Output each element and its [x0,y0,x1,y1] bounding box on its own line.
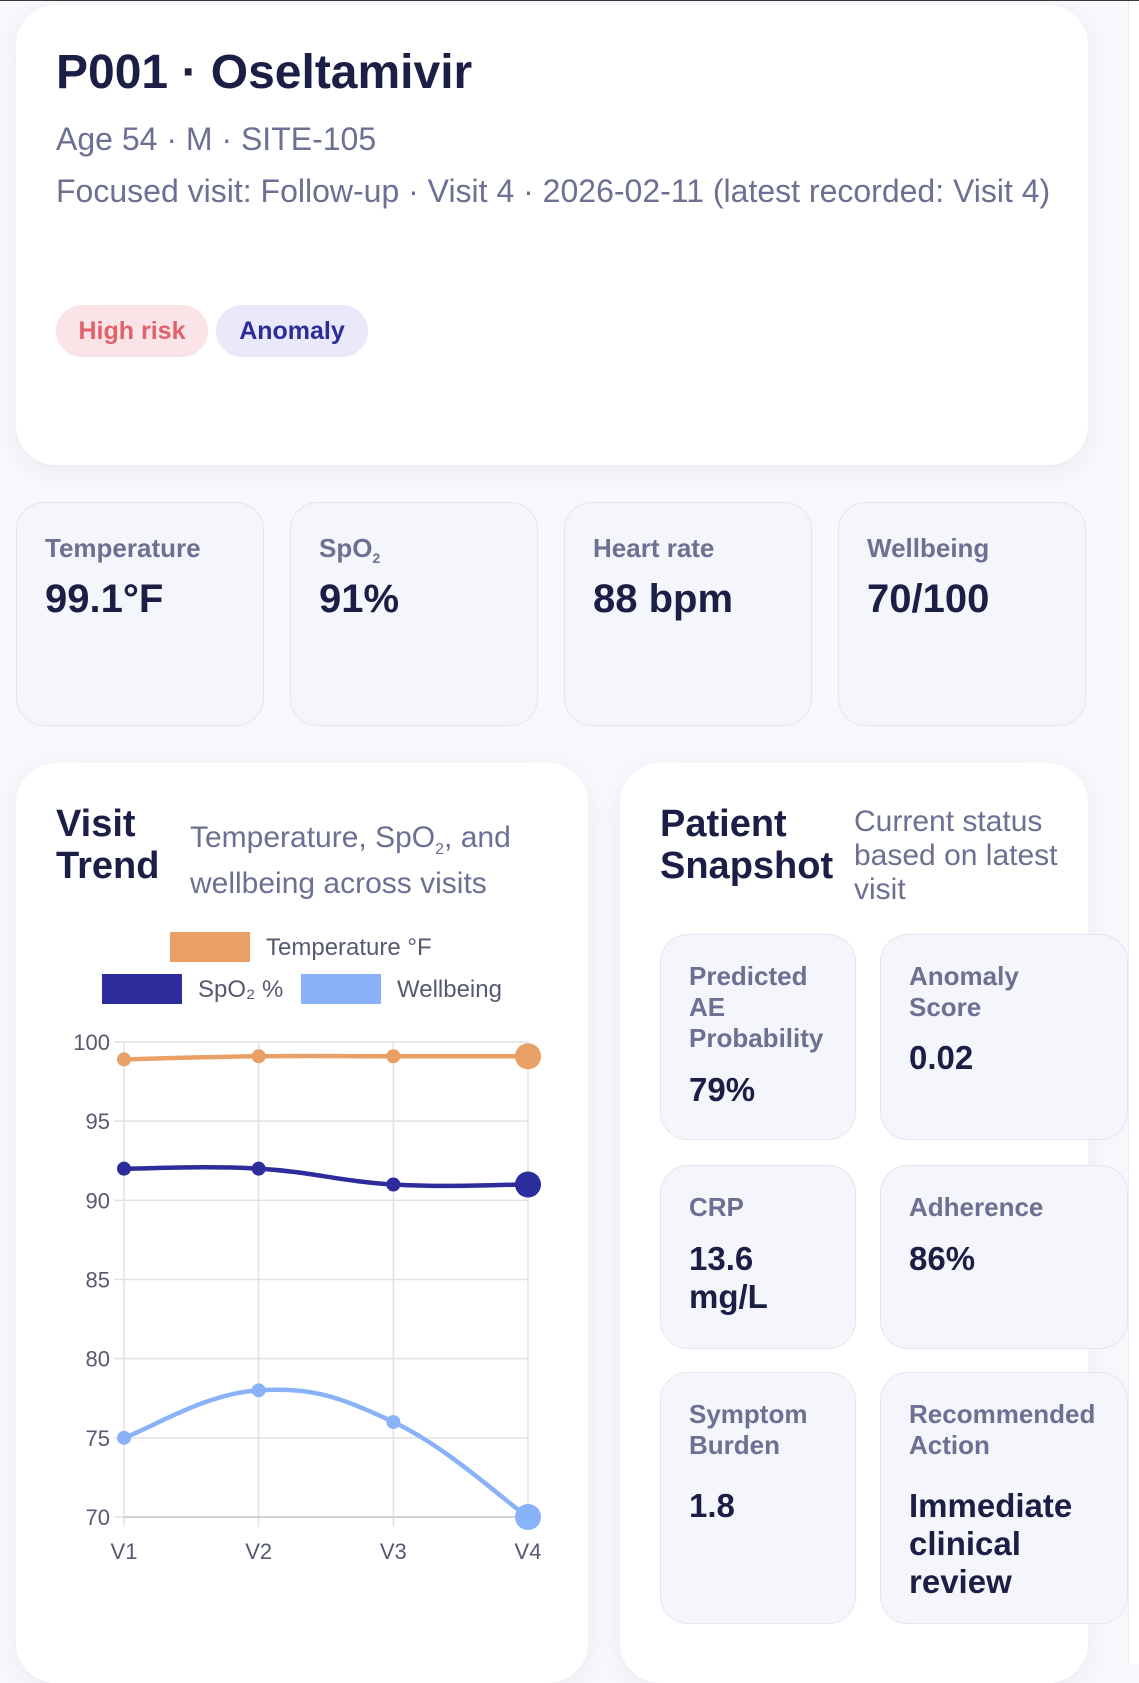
y-tick-label: 75 [86,1426,110,1451]
y-tick-label: 80 [86,1347,110,1372]
anomaly-score-tile: Anomaly Score 0.02 [880,934,1128,1140]
x-tick-label: V2 [245,1539,272,1564]
spo2-legend-swatch [102,974,182,1004]
adherence-tile: Adherence 86% [880,1165,1128,1349]
subtitle-part2: , and wellbeing across visits [190,821,511,900]
wellbeing-stat-card: Wellbeing 70/100 [838,502,1086,726]
tile-label: CRP [689,1192,744,1222]
tile-label: Symptom Burden [689,1399,808,1460]
patient-demographics: Age 54 · M · SITE-105 [56,121,377,157]
temperature-data-point [515,1043,541,1070]
wellbeing-data-point [251,1383,266,1398]
subtitle-subscript: 2 [435,841,445,858]
ae-probability-tile: Predicted AE Probability 79% [660,934,856,1140]
stat-value: 91% [319,577,400,621]
tile-value: Immediate clinical review [909,1487,1073,1600]
visit-trend-card: Visit Trend Temperature, SpO2, and wellb… [16,763,588,1683]
spo2-series-line [121,1165,531,1189]
tile-value: 1.8 [689,1487,735,1524]
stat-value: 70/100 [867,577,990,621]
temperature-stat-card: Temperature 99.1°F [16,502,264,726]
spo2-data-point [515,1171,541,1198]
recommended-action-tile: Recommended Action Immediate clinical re… [880,1372,1128,1624]
patient-header-card: P001 · Oseltamivir Age 54 · M · SITE-105… [16,5,1088,465]
spo2-stat-card: SpO2 91% [290,502,538,726]
stat-value: 88 bpm [593,577,734,621]
stat-label-base: SpO [319,533,373,563]
wellbeing-legend-swatch [301,974,381,1004]
spo2-data-point [251,1161,266,1176]
wellbeing-legend-label: Wellbeing [397,976,502,1003]
page-title: P001 · Oseltamivir [56,46,473,99]
temperature-data-point [386,1049,401,1064]
y-tick-label: 70 [86,1505,110,1530]
wellbeing-series-line [121,1387,531,1520]
stat-label-subscript: 2 [372,550,381,567]
tile-label: Recommended Action [909,1399,1096,1460]
subtitle-part1: Temperature, SpO [190,821,436,854]
patient-snapshot-subtitle: Current status based on latest visit [854,805,1058,906]
tile-value: 0.02 [909,1039,974,1076]
stat-label: Wellbeing [867,533,990,563]
tile-value: 86% [909,1240,976,1277]
tile-label: Anomaly Score [909,961,1019,1022]
spo2-legend-label: SpO₂ % [198,976,283,1003]
visit-trend-chart[interactable]: 70 75 80 85 90 95 100 V1 V2 V3 V4 Temperature °F SpO… [16,763,588,1663]
x-tick-label: V1 [111,1539,138,1564]
visit-trend-subtitle: Temperature, SpO2, and wellbeing across … [190,821,550,901]
x-tick-label: V3 [380,1539,407,1564]
y-tick-label: 100 [73,1030,110,1055]
spo2-data-point [386,1177,401,1192]
stat-label: SpO2 [319,533,380,566]
temperature-series-line [121,1053,531,1062]
tile-value: 79% [689,1071,756,1108]
temperature-data-point [251,1049,266,1064]
temperature-legend-swatch [170,932,250,962]
tile-value: 13.6 mg/L [689,1240,768,1315]
x-tick-label: V4 [515,1539,542,1564]
y-tick-label: 95 [86,1109,110,1134]
tile-label: Predicted AE Probability [689,961,824,1053]
crp-tile: CRP 13.6 mg/L [660,1165,856,1349]
y-tick-label: 90 [86,1188,110,1213]
visit-trend-title: Visit Trend [56,803,160,887]
temperature-legend-label: Temperature °F [266,934,432,961]
wellbeing-data-point [117,1430,131,1445]
focused-visit-info: Focused visit: Follow-up · Visit 4 · 202… [56,173,1051,209]
stat-value: 99.1°F [45,577,164,621]
wellbeing-data-point [386,1415,401,1429]
patient-snapshot-title: Patient Snapshot [660,803,834,887]
temperature-data-point [117,1052,131,1067]
wellbeing-data-point [515,1504,541,1530]
heart-rate-stat-card: Heart rate 88 bpm [564,502,812,726]
high-risk-badge: High risk [56,305,208,357]
scrollbar-track[interactable] [1128,1,1139,1664]
y-tick-label: 85 [86,1268,110,1293]
tile-label: Adherence [909,1192,1044,1222]
anomaly-badge: Anomaly [216,305,368,357]
top-border [0,0,1139,1]
spo2-data-point [117,1161,131,1176]
stat-label: Temperature [45,533,201,563]
stat-label: Heart rate [593,533,715,563]
symptom-burden-tile: Symptom Burden 1.8 [660,1372,856,1624]
